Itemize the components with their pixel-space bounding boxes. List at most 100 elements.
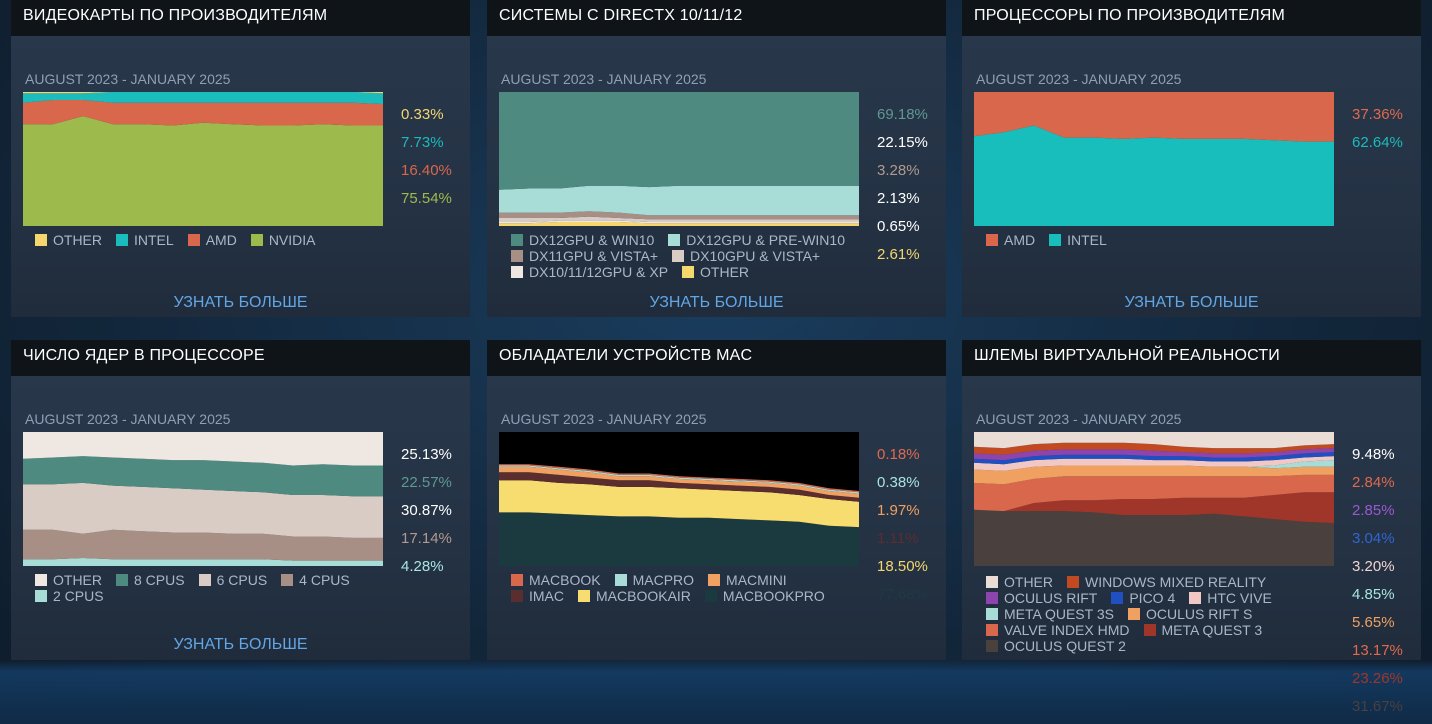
legend-label: 4 CPUS — [299, 572, 350, 588]
legend-item-intel[interactable]: INTEL — [1049, 232, 1107, 248]
legend-item-other[interactable]: OTHER — [682, 264, 749, 280]
legend-label: 8 CPUS — [134, 572, 185, 588]
area-series-other — [23, 92, 383, 94]
learn-more-link[interactable]: УЗНАТЬ БОЛЬШЕ — [173, 636, 308, 653]
area-series-amd — [974, 92, 1334, 142]
legend-label: DX11GPU & VISTA+ — [529, 248, 659, 264]
legend-item-intel[interactable]: INTEL — [116, 232, 174, 248]
legend-row: IMAC MACBOOKAIR MACBOOKPRO — [511, 588, 931, 604]
legend-label: OTHER — [700, 264, 750, 280]
legend-swatch — [198, 574, 211, 586]
learn-more-link[interactable]: УЗНАТЬ БОЛЬШЕ — [173, 294, 308, 311]
legend-item-meta-quest-3[interactable]: META QUEST 3 — [1143, 622, 1262, 638]
legend-label: WINDOWS MIXED REALITY — [1085, 574, 1267, 590]
legend-swatch — [511, 266, 523, 278]
learn-more-link[interactable]: УЗНАТЬ БОЛЬШЕ — [1124, 294, 1259, 311]
legend-swatch — [986, 640, 998, 652]
legend-item-meta-quest-3s[interactable]: META QUEST 3S — [986, 606, 1114, 622]
percent-value: 13.17% — [1352, 642, 1403, 659]
legend-item-windows-mixed-reality[interactable]: WINDOWS MIXED REALITY — [1067, 574, 1266, 590]
legend-swatch — [116, 574, 128, 586]
panel-title: ОБЛАДАТЕЛИ УСТРОЙСТВ MAC — [487, 340, 946, 376]
date-range: AUGUST 2023 - JANUARY 2025 — [25, 411, 231, 427]
legend-item-4-cpus[interactable]: 4 CPUS — [281, 572, 350, 588]
area-series-8-cpus — [23, 456, 383, 497]
legend-item-amd[interactable]: AMD — [187, 232, 237, 248]
chart-legend: DX12GPU & WIN10 DX12GPU & PRE-WIN10 DX11GP… — [511, 232, 871, 280]
legend-row: 2 CPUS — [35, 588, 455, 604]
legend-row: DX11GPU & VISTA+ DX10GPU & VISTA+ — [511, 248, 871, 264]
legend-swatch — [708, 574, 721, 586]
legend-item-other[interactable]: OTHER — [986, 574, 1053, 590]
legend-swatch — [511, 250, 523, 262]
legend-item-amd[interactable]: AMD — [986, 232, 1035, 248]
area-series-dx12gpu-pre-win10 — [499, 185, 859, 216]
percent-value: 18.50% — [877, 558, 928, 575]
legend-label: DX12GPU & PRE-WIN10 — [686, 232, 845, 248]
percent-value: 37.36% — [1352, 106, 1403, 123]
legend-label: MACBOOKAIR — [596, 588, 691, 604]
date-range: AUGUST 2023 - JANUARY 2025 — [501, 71, 707, 87]
legend-row: OTHER INTEL AMD NVIDIA — [35, 232, 455, 248]
legend-item-macmini[interactable]: MACMINI — [708, 572, 787, 588]
learn-more-link[interactable]: УЗНАТЬ БОЛЬШЕ — [649, 294, 784, 311]
panel-body: AUGUST 2023 - JANUARY 2025 37.36% 62.64% … — [962, 36, 1421, 317]
percent-value: 23.26% — [1352, 670, 1403, 687]
legend-item-oculus-quest-2[interactable]: OCULUS QUEST 2 — [986, 638, 1126, 654]
chart-legend: MACBOOK MACPRO MACMINI IMAC MACBOOKAIR MACBOO… — [511, 572, 931, 604]
legend-swatch — [986, 576, 998, 588]
legend-swatch — [704, 590, 717, 602]
legend-row: DX10/11/12GPU & XP OTHER — [511, 264, 871, 280]
legend-item-macpro[interactable]: MACPRO — [614, 572, 694, 588]
legend-swatch — [986, 608, 998, 620]
legend-swatch — [35, 574, 47, 586]
percent-value: 3.28% — [877, 162, 920, 179]
stacked-area-chart — [23, 92, 383, 226]
legend-item-htc-vive[interactable]: HTC VIVE — [1189, 590, 1272, 606]
legend-item-other[interactable]: OTHER — [35, 232, 102, 248]
panel-body: AUGUST 2023 - JANUARY 2025 0.33% 7.73% 16.… — [11, 36, 470, 317]
legend-item-oculus-rift-s[interactable]: OCULUS RIFT S — [1127, 606, 1252, 622]
percent-value: 7.73% — [401, 134, 444, 151]
legend-swatch — [511, 590, 523, 602]
area-series-other — [974, 432, 1334, 449]
legend-label: 6 CPUS — [216, 572, 268, 588]
legend-item-nvidia[interactable]: NVIDIA — [250, 232, 316, 248]
panel-directx-systems: СИСТЕМЫ С DIRECTX 10/11/12 AUGUST 2023 -… — [487, 0, 946, 317]
panel-title: ЧИСЛО ЯДЕР В ПРОЦЕССОРЕ — [11, 340, 470, 376]
legend-swatch — [986, 234, 998, 246]
legend-swatch — [1049, 234, 1062, 246]
legend-label: NVIDIA — [268, 232, 316, 248]
legend-item-macbookair[interactable]: MACBOOKAIR — [578, 588, 691, 604]
legend-item-macbook[interactable]: MACBOOK — [511, 572, 601, 588]
legend-item-dx10-11-12gpu-xp[interactable]: DX10/11/12GPU & XP — [511, 264, 668, 280]
legend-item-dx12gpu-pre-win10[interactable]: DX12GPU & PRE-WIN10 — [668, 232, 845, 248]
legend-item-2-cpus[interactable]: 2 CPUS — [35, 588, 104, 604]
legend-item-6-cpus[interactable]: 6 CPUS — [198, 572, 268, 588]
chart-legend: OTHER 8 CPUS 6 CPUS 4 CPUS 2 CPUS — [35, 572, 455, 604]
legend-item-other[interactable]: OTHER — [35, 572, 102, 588]
legend-row: DX12GPU & WIN10 DX12GPU & PRE-WIN10 — [511, 232, 871, 248]
legend-item-dx10gpu-vista[interactable]: DX10GPU & VISTA+ — [672, 248, 820, 264]
panel-body: AUGUST 2023 - JANUARY 2025 25.13% 22.57% 3… — [11, 376, 470, 660]
panel-title: СИСТЕМЫ С DIRECTX 10/11/12 — [487, 0, 946, 36]
area-series-valve-index-hmd — [974, 474, 1334, 512]
legend-swatch — [614, 574, 627, 586]
legend-item-dx11gpu-vista[interactable]: DX11GPU & VISTA+ — [511, 248, 658, 264]
legend-item-macbookpro[interactable]: MACBOOKPRO — [704, 588, 825, 604]
legend-item-dx12gpu-win10[interactable]: DX12GPU & WIN10 — [511, 232, 654, 248]
legend-item-valve-index-hmd[interactable]: VALVE INDEX HMD — [986, 622, 1130, 638]
area-series-oculus-quest-2 — [974, 509, 1334, 566]
area-series-other — [23, 432, 383, 466]
legend-label: AMD — [1004, 232, 1036, 248]
legend-item-oculus-rift[interactable]: OCULUS RIFT — [986, 590, 1097, 606]
legend-label: OTHER — [53, 572, 102, 588]
legend-row: OCULUS QUEST 2 — [986, 638, 1406, 654]
legend-item-8-cpus[interactable]: 8 CPUS — [116, 572, 185, 588]
percent-value: 2.85% — [1352, 502, 1395, 519]
legend-label: VALVE INDEX HMD — [1004, 622, 1130, 638]
percent-value: 2.84% — [1352, 474, 1395, 491]
legend-item-pico-4[interactable]: PICO 4 — [1111, 590, 1175, 606]
legend-item-imac[interactable]: IMAC — [511, 588, 564, 604]
legend-swatch — [1189, 592, 1202, 604]
